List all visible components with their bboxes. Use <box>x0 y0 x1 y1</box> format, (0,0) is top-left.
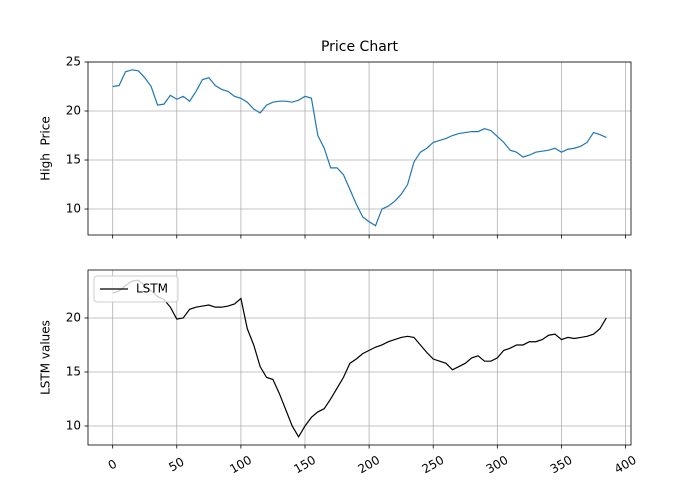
x-tick-label: 350 <box>548 453 575 477</box>
x-tick-label: 100 <box>227 453 254 477</box>
y-tick-label: 20 <box>66 310 81 324</box>
data-line <box>112 69 607 227</box>
legend-label: LSTM <box>136 282 168 296</box>
y-tick-label: 10 <box>66 202 81 216</box>
x-tick-label: 150 <box>291 453 318 477</box>
x-tick-label: 400 <box>612 453 639 477</box>
y-tick-label: 15 <box>66 153 81 167</box>
legend-box <box>93 275 179 303</box>
y-tick-label: 15 <box>66 364 81 378</box>
axes-frame <box>87 269 632 446</box>
y-tick-label: 10 <box>66 418 81 432</box>
y-tick-label: 20 <box>66 104 81 118</box>
x-tick-label: 50 <box>166 455 186 475</box>
axes-frame <box>87 61 632 236</box>
y-tick-label: 25 <box>66 55 81 69</box>
x-tick-label: 250 <box>420 453 447 477</box>
data-line <box>112 279 607 438</box>
x-tick-label: 200 <box>355 453 382 477</box>
y-axis-label: LSTM values <box>39 320 53 395</box>
y-axis-label: High Price <box>39 116 53 180</box>
x-tick-label: 300 <box>484 453 511 477</box>
x-tick-label: 0 <box>106 457 120 473</box>
chart-title: Price Chart <box>321 39 399 55</box>
